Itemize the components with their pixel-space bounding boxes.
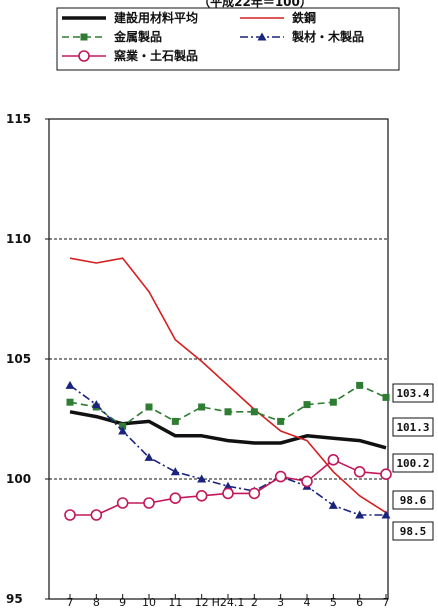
series-3 [65, 380, 391, 519]
callout-box [392, 453, 434, 473]
data-point [381, 510, 391, 519]
x-tick-label: 8 [93, 596, 100, 608]
legend-marker [80, 33, 88, 41]
x-tick-label: 7 [383, 596, 390, 608]
callout: 98.6 [392, 490, 434, 510]
x-tick-label: H24.1 [212, 596, 245, 608]
legend-item: 鉄鋼 [240, 10, 316, 25]
data-point [327, 453, 340, 466]
data-point [119, 422, 127, 430]
x-tick-label: 5 [330, 596, 337, 608]
series-0 [69, 410, 387, 450]
chart-subtitle: （平成22年＝100） [198, 0, 312, 9]
callout-box [392, 417, 434, 437]
data-point [66, 398, 74, 406]
data-point [380, 468, 392, 481]
data-point [145, 403, 153, 411]
legend-label: 金属製品 [113, 29, 162, 44]
data-point [90, 509, 103, 521]
legend-label: 鉄鋼 [292, 10, 316, 25]
data-point [301, 475, 313, 488]
data-point [356, 381, 364, 389]
callout-label: 103.4 [396, 387, 429, 400]
legend-marker [257, 32, 267, 41]
callout: 103.4 [392, 383, 434, 403]
data-point [197, 474, 207, 483]
legend-item: 建設用材料平均 [62, 10, 198, 25]
data-point [64, 509, 76, 521]
data-point [143, 497, 155, 509]
data-point [274, 470, 287, 483]
y-tick-label: 105 [6, 352, 31, 366]
series-group [64, 257, 392, 521]
callout-box [392, 383, 434, 403]
x-tick-label: 9 [119, 596, 126, 608]
legend-label: 窯業・土石製品 [114, 48, 198, 63]
data-point [223, 481, 233, 490]
series-line [69, 410, 387, 450]
data-point [303, 401, 311, 409]
x-tick-label: 2 [251, 596, 258, 608]
data-point [91, 400, 101, 409]
series-4 [64, 453, 392, 521]
legend-item: 金属製品 [62, 29, 162, 44]
callout-label: 101.3 [396, 421, 429, 434]
legend-label: 建設用材料平均 [113, 10, 198, 25]
x-tick-label: 4 [304, 596, 311, 608]
x-tick-label: 6 [356, 596, 363, 608]
y-tick-label: 110 [6, 232, 31, 246]
callout-box [392, 490, 434, 510]
callout: 100.2 [392, 453, 434, 473]
legend-item: 窯業・土石製品 [62, 48, 198, 63]
callout-box [392, 521, 434, 541]
data-point [144, 452, 154, 461]
x-axis: 7 8 9 10 11 12 H24.1 2 3 4 5 6 7 [67, 594, 390, 608]
y-tick-label: 115 [6, 112, 31, 126]
data-point [248, 487, 261, 500]
callout-label: 100.2 [396, 457, 429, 470]
data-point [65, 380, 75, 389]
series-1 [69, 257, 387, 514]
data-point [250, 408, 258, 416]
series-line [69, 257, 387, 514]
data-point [118, 426, 128, 435]
data-point [171, 417, 179, 425]
x-tick-label: 3 [277, 596, 284, 608]
callout-label: 98.6 [400, 494, 427, 507]
legend-box [56, 7, 400, 71]
data-point [328, 500, 338, 509]
callout: 98.5 [392, 521, 434, 541]
data-point [116, 497, 129, 509]
callout-label: 98.5 [400, 525, 427, 538]
series-line [69, 384, 387, 428]
legend-marker [78, 50, 90, 62]
data-point [277, 417, 285, 425]
legend-item: 製材・木製品 [240, 29, 364, 44]
data-point [195, 489, 208, 502]
x-tick-label: 12 [195, 596, 209, 608]
x-tick-label: 10 [142, 596, 156, 608]
data-point [353, 465, 366, 478]
data-point [198, 403, 206, 411]
data-point [224, 408, 232, 416]
y-tick-label: 100 [6, 472, 31, 486]
data-point [222, 487, 234, 500]
grid [49, 238, 388, 480]
data-point [170, 467, 180, 476]
callout: 101.3 [392, 417, 434, 437]
y-tick-label: 95 [6, 592, 23, 606]
y-axis: 95 100 105 110 115 [6, 112, 49, 606]
legend-label: 製材・木製品 [291, 29, 364, 44]
data-point [382, 393, 390, 401]
x-tick-label: 7 [67, 596, 74, 608]
callouts: 103.4 101.3 100.2 98.6 98.5 [392, 383, 434, 541]
data-point [329, 398, 337, 406]
x-tick-label: 11 [168, 596, 182, 608]
data-point [355, 510, 365, 519]
data-point [169, 492, 182, 505]
